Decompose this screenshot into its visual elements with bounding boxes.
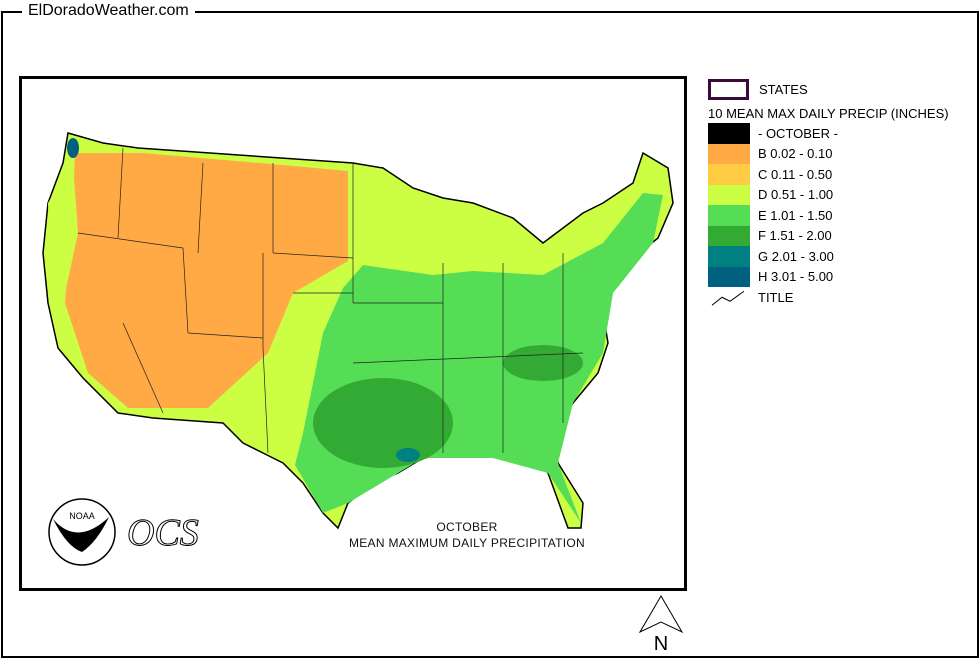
- legend-swatch: [708, 246, 750, 267]
- legend-swatch: [708, 225, 750, 246]
- legend-item: - OCTOBER -: [708, 123, 949, 144]
- legend-item-label: B 0.02 - 0.10: [758, 146, 833, 162]
- legend-item-label: H 3.01 - 5.00: [758, 269, 834, 285]
- legend-swatch: [708, 184, 750, 205]
- us-precip-map: [42, 132, 674, 530]
- state-borders: [77, 147, 584, 454]
- legend-item-label: D 0.51 - 1.00: [758, 187, 834, 203]
- region-d-coast: [48, 163, 78, 303]
- region-g-louisiana: [396, 448, 420, 462]
- region-b-west: [65, 153, 348, 408]
- legend-item: F 1.51 - 2.00: [708, 225, 949, 246]
- legend-item: G 2.01 - 3.00: [708, 246, 949, 267]
- legend-item-label: E 1.01 - 1.50: [758, 207, 833, 223]
- map-panel: NOAA OCS OCTOBER MEAN MAXIMUM DAILY PREC…: [19, 76, 687, 591]
- legend-item-label: G 2.01 - 3.00: [758, 248, 834, 264]
- legend-item-label: C 0.11 - 0.50: [758, 166, 833, 182]
- svg-text:NOAA: NOAA: [69, 511, 95, 521]
- legend-title: 10 MEAN MAX DAILY PRECIP (INCHES): [708, 105, 949, 121]
- states-label: STATES: [759, 81, 808, 97]
- states-swatch: [708, 78, 749, 100]
- legend-item: D 0.51 - 1.00: [708, 184, 949, 205]
- legend-item: B 0.02 - 0.10: [708, 143, 949, 164]
- legend-swatch: [708, 143, 750, 164]
- legend-item: H 3.01 - 5.00: [708, 266, 949, 287]
- caption-title: MEAN MAXIMUM DAILY PRECIPITATION: [348, 536, 586, 550]
- region-f-south: [313, 378, 453, 468]
- legend-swatch: [708, 266, 750, 287]
- legend: STATES 10 MEAN MAX DAILY PRECIP (INCHES)…: [708, 77, 949, 308]
- legend-swatch: [708, 123, 750, 144]
- title-line-label: TITLE: [758, 289, 794, 305]
- north-arrow-icon: N: [638, 595, 684, 654]
- svg-text:N: N: [654, 633, 668, 654]
- site-title[interactable]: ElDoradoWeather.com: [22, 2, 195, 20]
- legend-item: E 1.01 - 1.50: [708, 205, 949, 226]
- legend-swatch: [708, 205, 750, 226]
- region-f-southeast: [503, 345, 583, 381]
- legend-item-label: - OCTOBER -: [758, 125, 838, 141]
- legend-item-label: F 1.51 - 2.00: [758, 228, 832, 244]
- legend-swatch: [708, 164, 750, 185]
- region-h-washington: [67, 138, 79, 158]
- title-line-icon: [711, 290, 745, 306]
- noaa-logo: NOAA: [48, 498, 116, 566]
- ocs-logo: OCS: [127, 512, 200, 555]
- legend-item: C 0.11 - 0.50: [708, 164, 949, 185]
- caption-month: OCTOBER: [436, 520, 498, 534]
- page-frame: [1, 11, 979, 658]
